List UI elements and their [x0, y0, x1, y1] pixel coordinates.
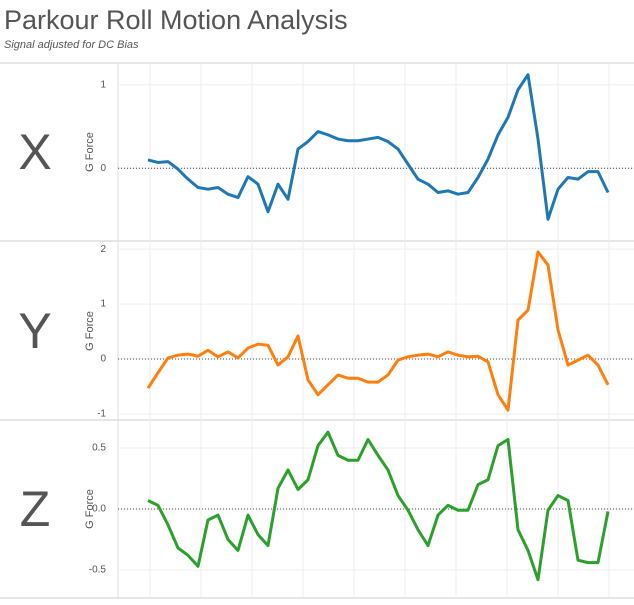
- y-tick-label: 0: [100, 354, 106, 365]
- y-axis-label: G Force: [84, 489, 96, 529]
- series-line: [146, 250, 610, 412]
- y-tick-label: 0.5: [92, 443, 106, 454]
- title: Parkour Roll Motion Analysis: [4, 5, 348, 35]
- panel-label: X: [18, 124, 51, 180]
- y-axis-label: G Force: [84, 311, 96, 351]
- y-tick-label: 1: [100, 79, 106, 90]
- y-tick-label: -0.5: [89, 565, 107, 576]
- y-tick-label: -1: [97, 409, 106, 420]
- y-tick-label: 2: [100, 244, 106, 255]
- subtitle: Signal adjusted for DC Bias: [4, 39, 139, 51]
- y-tick-label: 1: [100, 299, 106, 310]
- y-tick-label: 0.0: [92, 504, 106, 515]
- panel-label: Y: [18, 303, 51, 359]
- series-line: [147, 73, 610, 221]
- y-tick-label: 0: [100, 163, 106, 174]
- y-axis-label: G Force: [84, 132, 96, 172]
- series-line: [147, 430, 610, 582]
- panel-label: Z: [20, 481, 51, 537]
